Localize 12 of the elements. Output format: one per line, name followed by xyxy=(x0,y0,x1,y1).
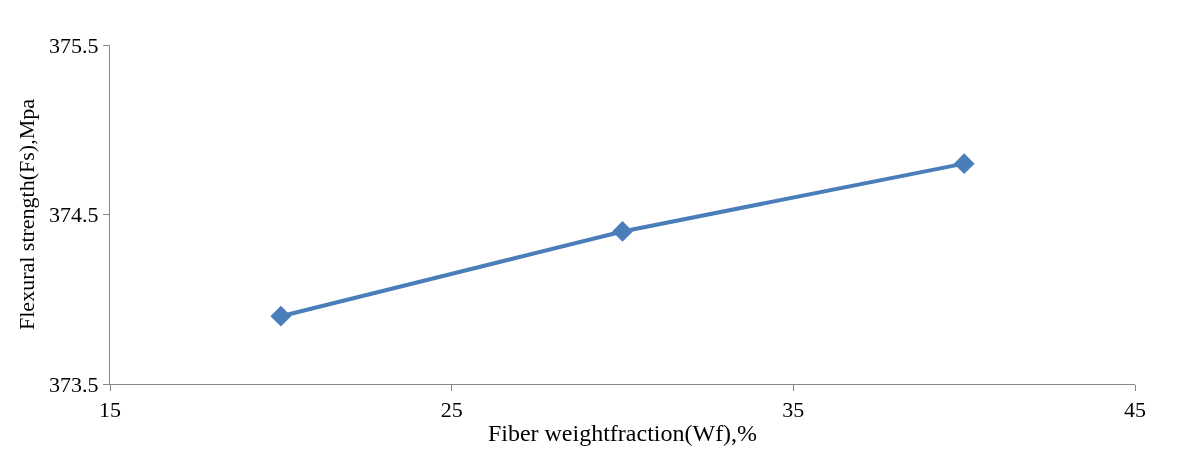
x-tick-label: 35 xyxy=(782,397,805,423)
point xyxy=(270,305,292,327)
y-axis-title: Flexural strength(Fs),Mpa xyxy=(13,98,39,330)
point xyxy=(612,221,633,242)
point xyxy=(953,153,975,175)
x-axis-title: Fiber weightfraction(Wf),% xyxy=(487,419,758,446)
y-tick-label: 374.5 xyxy=(49,202,99,228)
x-tick-label: 45 xyxy=(1124,397,1146,423)
y-tick-label: 373.5 xyxy=(49,371,99,397)
y-tick-label: 375.5 xyxy=(49,32,99,58)
x-tick-label: 25 xyxy=(440,397,463,423)
x-tick-label: 15 xyxy=(99,397,121,423)
